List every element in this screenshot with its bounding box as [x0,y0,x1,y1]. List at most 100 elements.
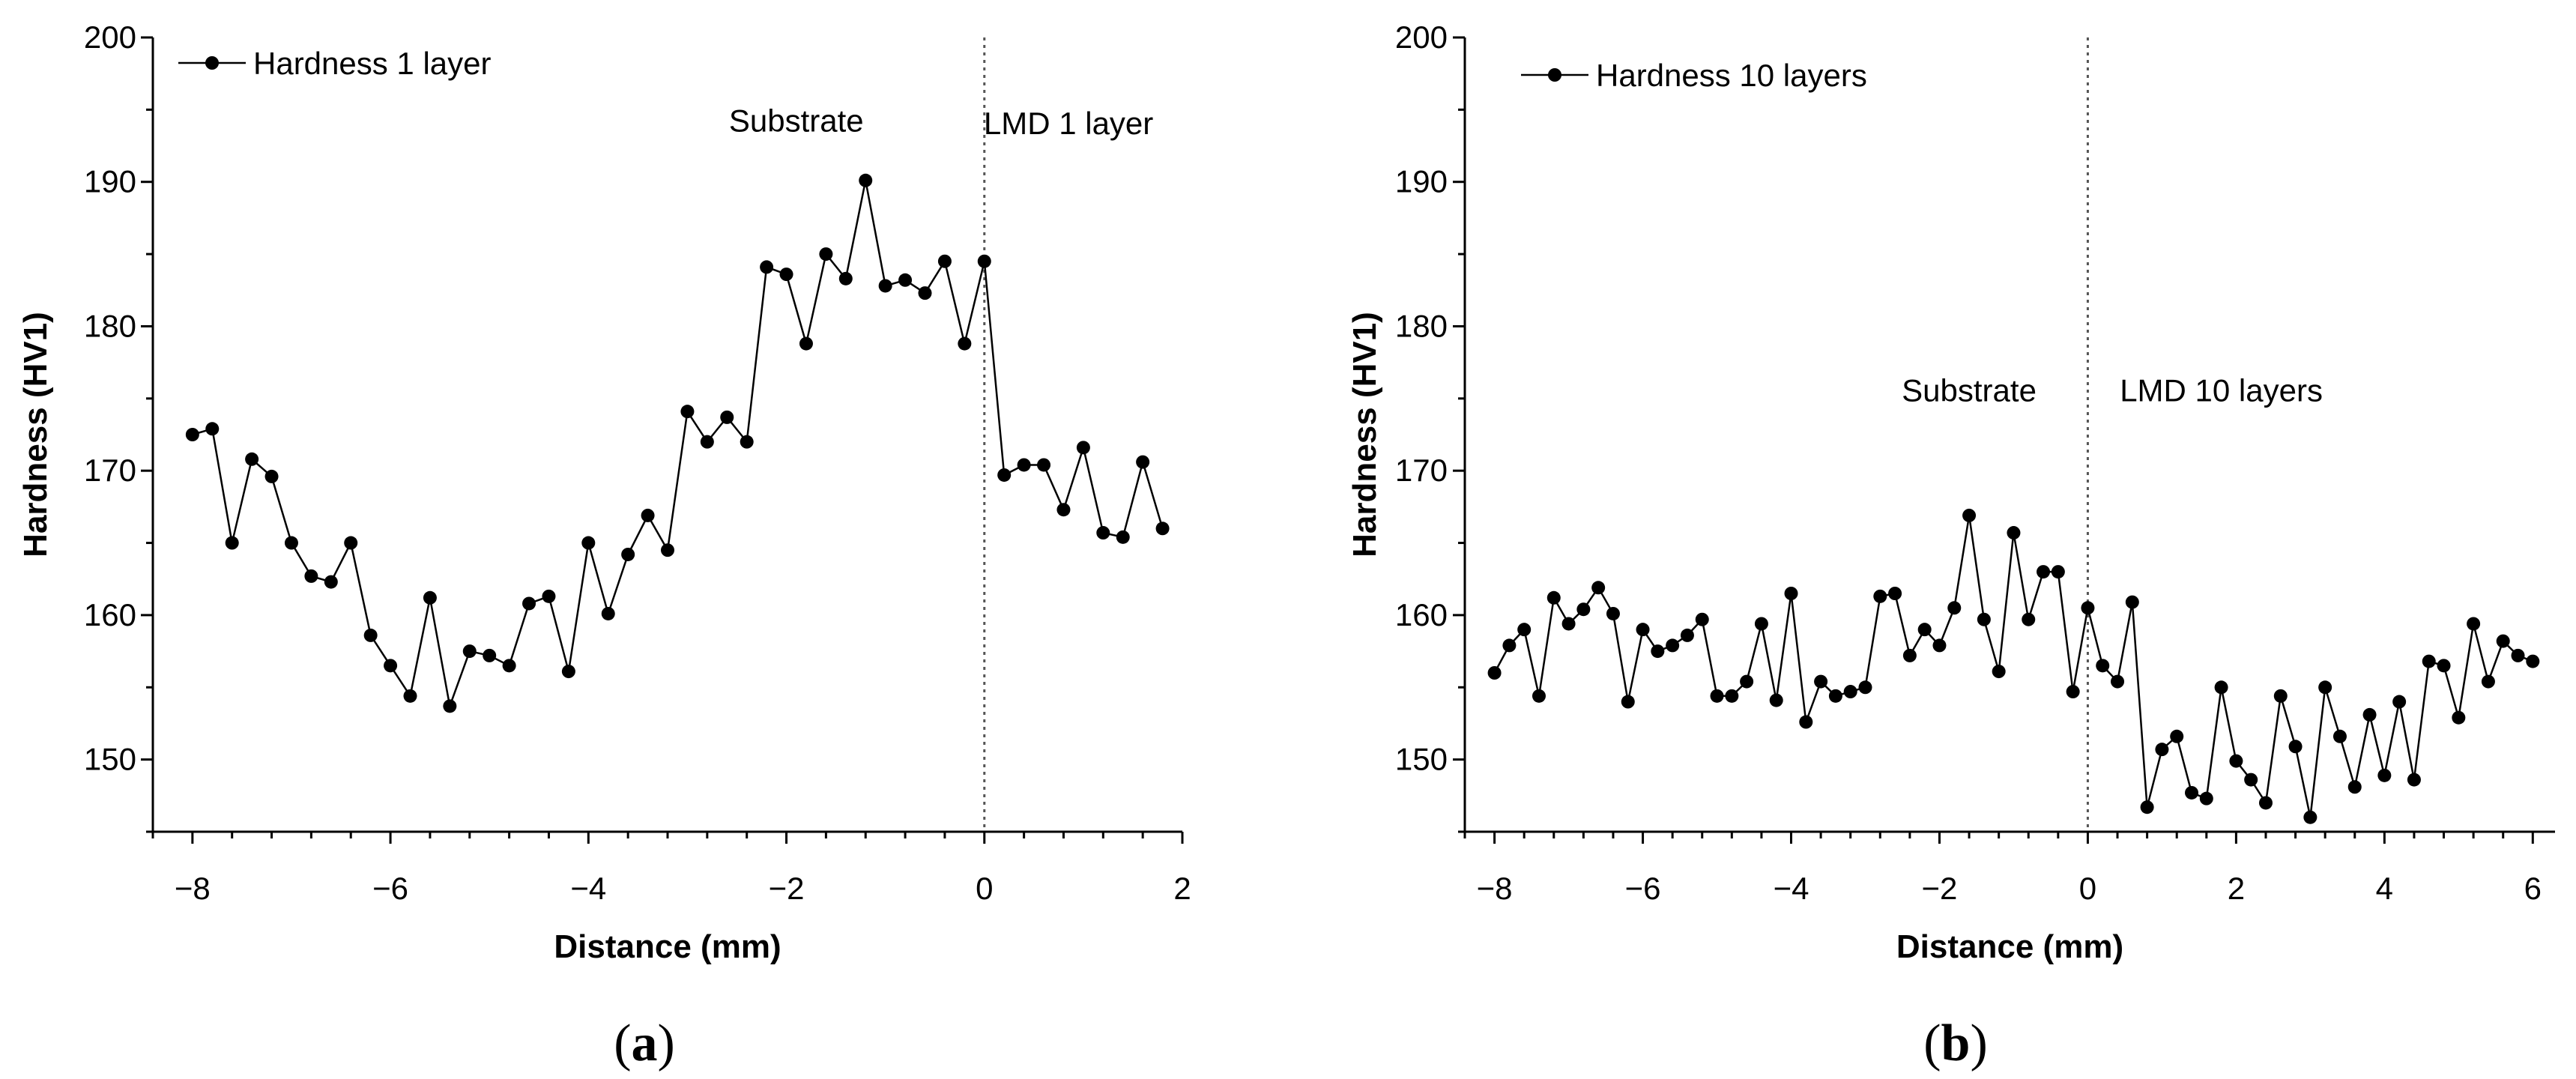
y-tick-label: 160 [84,597,136,632]
x-tick-label: −2 [769,871,805,906]
data-point [918,286,932,300]
data-point [443,699,457,713]
series-line [1493,515,2533,817]
data-point [1828,689,1842,703]
y-tick-label: 170 [84,453,136,488]
x-tick-label: −8 [1477,871,1513,906]
y-tick-label: 150 [1395,742,1448,777]
data-point [1858,680,1872,695]
data-point [661,543,674,557]
data-point [1725,689,1739,703]
y-tick-label: 200 [1395,19,1448,55]
data-point [1651,644,1665,659]
data-point [1814,674,1828,689]
data-point [264,469,279,483]
data-point [1487,666,1502,680]
data-point [403,689,417,703]
data-point [2199,791,2213,806]
data-point [561,665,575,679]
x-tick-label: 0 [2079,871,2096,906]
data-point [2422,654,2436,668]
data-point [1902,648,1917,662]
x-tick-label: −8 [175,871,211,906]
annotation-lmd: LMD 1 layer [984,106,1153,141]
data-point [1695,612,1709,626]
data-point [1502,638,1517,653]
data-point [1769,693,1783,707]
data-point [185,428,199,441]
data-point [2051,565,2065,579]
y-axis-label: Hardness (HV1) [1346,312,1383,557]
annotation-substrate: Substrate [729,103,864,138]
data-point [2392,695,2407,709]
data-point [700,435,714,449]
legend-label: Hardness 1 layer [253,46,491,81]
data-point [1917,623,1932,637]
data-point [2511,648,2525,662]
data-point [1136,455,1150,469]
data-point [2170,729,2184,743]
annotation-lmd: LMD 10 layers [2120,373,2323,408]
data-point [2258,796,2273,810]
data-point [522,596,536,611]
data-point [2081,601,2095,615]
data-point [2244,773,2258,787]
y-tick-label: 170 [1395,453,1448,488]
data-point [1606,606,1620,620]
x-tick-label: 6 [2524,871,2542,906]
data-point [2467,617,2481,631]
x-tick-label: −4 [570,871,606,906]
caption-open-paren: ( [1923,1015,1941,1072]
data-point [1017,458,1031,472]
data-point [1517,623,1532,637]
data-point [2125,595,2139,609]
data-point [799,336,813,351]
x-axis-label: Distance (mm) [1896,928,2123,965]
panel-a: 150 160 170 180 190 200 −8 −6 −4 −2 0 2 Hardness 1 … [17,19,1191,1072]
data-point [1680,628,1694,642]
data-point [225,536,239,550]
data-point [1155,522,1170,536]
data-point [1621,695,1635,709]
data-point [1546,590,1561,605]
data-point [1977,612,1991,626]
data-point [423,590,437,605]
data-point [1076,441,1090,455]
data-point [2362,707,2377,722]
x-axis-label: Distance (mm) [554,928,781,965]
data-point [245,452,259,466]
data-point [997,468,1012,482]
y-tick-label: 160 [1395,597,1448,632]
data-point [2185,785,2198,800]
panel-b: 150 160 170 180 190 200 −8 −6 −4 −2 0 2 4 6 Hardness … [1346,19,2555,1072]
data-point [1636,623,1650,637]
data-point [205,422,220,436]
data-point [2481,674,2495,689]
data-point [542,589,556,603]
data-point [878,279,892,293]
data-point [2407,773,2421,787]
data-point [1932,638,1947,653]
data-point [1591,581,1606,595]
series-line [192,180,1164,710]
annotation-substrate: Substrate [1902,373,2037,408]
data-point [1799,715,1813,729]
data-point [1962,508,1977,522]
data-point [2347,780,2362,794]
caption-close-paren: ) [1970,1015,1987,1072]
x-tick-label: −6 [1625,871,1661,906]
y-axis-label: Hardness (HV1) [17,312,54,557]
data-point [2332,729,2347,743]
data-point [1947,601,1962,615]
data-point [1056,503,1071,517]
data-point [740,435,754,449]
data-marks [1487,508,2540,824]
data-point [2318,680,2332,695]
data-point [2377,768,2392,782]
data-point [2066,685,2080,699]
data-point [324,575,338,589]
data-point [859,173,873,187]
panel-caption: (b) [1923,1015,1988,1072]
axes: 150 160 170 180 190 200 −8 −6 −4 −2 0 2 [84,19,1191,906]
data-point [1754,617,1768,631]
